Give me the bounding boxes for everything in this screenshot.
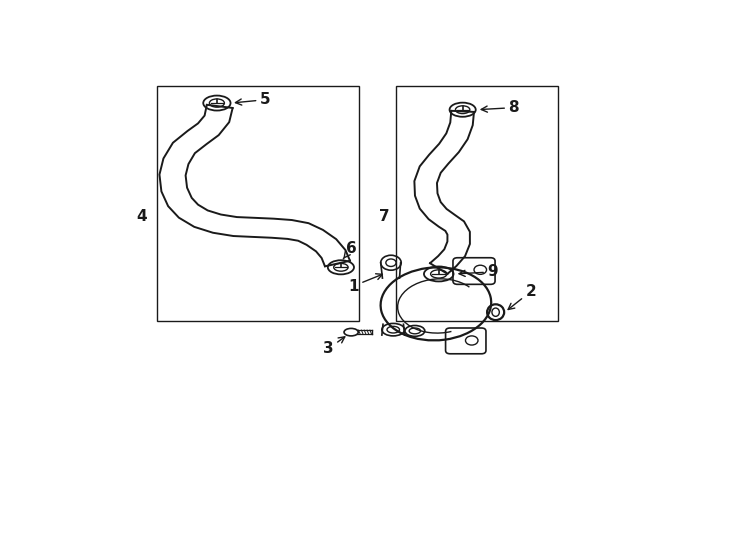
Text: 8: 8	[482, 100, 519, 115]
Text: 4: 4	[137, 209, 147, 224]
Text: 6: 6	[344, 241, 357, 259]
Bar	[157, 85, 359, 321]
Text: 9: 9	[459, 265, 498, 279]
Text: 1: 1	[348, 274, 382, 294]
Text: 2: 2	[508, 284, 537, 309]
Bar	[396, 85, 559, 321]
Text: 5: 5	[236, 92, 271, 107]
Text: 3: 3	[323, 337, 345, 356]
Text: 7: 7	[379, 209, 390, 224]
